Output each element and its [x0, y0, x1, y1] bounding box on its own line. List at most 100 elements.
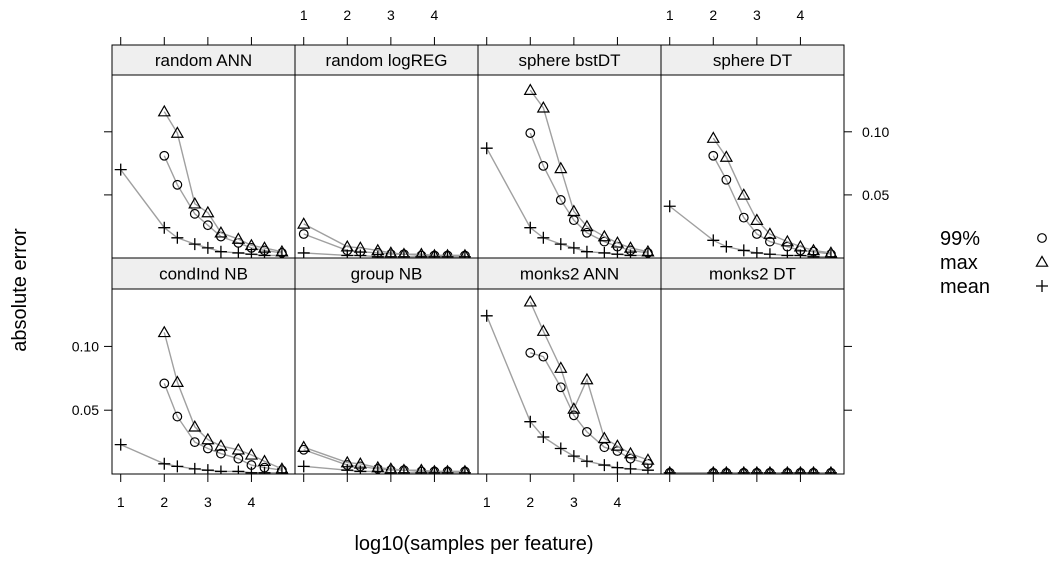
x-tick-label: 2 — [526, 494, 534, 510]
data-point-max — [201, 432, 215, 445]
data-point-mean — [554, 442, 567, 455]
data-point-mean — [663, 200, 676, 213]
data-point-mean — [188, 238, 201, 251]
data-point-max — [737, 188, 751, 200]
series-line-mean — [669, 205, 831, 258]
data-point-max — [719, 150, 733, 162]
panel-plot-area — [297, 217, 471, 258]
data-point-99pct — [708, 150, 719, 161]
data-point-99pct — [159, 150, 170, 161]
data-point-max — [641, 453, 655, 465]
data-point-mean — [794, 466, 807, 474]
data-point-mean — [611, 461, 624, 474]
data-point-max — [750, 213, 764, 225]
data-point-max — [201, 205, 215, 218]
data-point-99pct — [525, 128, 536, 138]
data-point-max — [397, 247, 410, 258]
data-point-mean — [598, 459, 611, 472]
data-point-max — [429, 248, 440, 258]
data-point-mean — [428, 250, 441, 258]
data-point-mean — [214, 465, 227, 474]
y-tick-label: 0.10 — [72, 338, 99, 354]
series-line-max — [303, 446, 465, 473]
data-point-mean — [750, 246, 763, 258]
data-point-99pct — [555, 382, 566, 393]
data-point-max — [429, 464, 440, 474]
panel-title: random logREG — [326, 51, 448, 70]
x-tick-label: 2 — [160, 494, 168, 510]
data-point-max — [442, 248, 453, 258]
data-point-max — [597, 229, 611, 242]
y-axis-label: absolute error — [9, 228, 31, 352]
data-point-mean — [707, 234, 720, 247]
data-point-99pct — [738, 212, 749, 223]
series-line-mean — [120, 444, 282, 474]
panel-strip — [111, 44, 296, 76]
data-point-mean — [171, 460, 184, 473]
data-point-mean — [781, 466, 794, 474]
data-point-mean — [824, 250, 837, 258]
data-point-max — [597, 431, 611, 444]
legend-entry: max — [940, 252, 1049, 274]
panel-plot-area — [663, 131, 838, 258]
data-point-mean — [441, 466, 454, 474]
data-point-max — [188, 419, 202, 432]
plus-symbol — [1036, 280, 1048, 292]
x-axis-ticks: 1 2 3 4 1 2 3 4 1 2 3 4 1 2 3 4 — [117, 7, 805, 510]
data-point-mean — [537, 431, 550, 443]
data-point-max — [580, 372, 594, 385]
panel-title: group NB — [351, 265, 423, 284]
panel-plot-area — [480, 294, 655, 474]
data-point-mean — [763, 248, 776, 258]
x-tick-label: 3 — [753, 7, 761, 23]
panel-title: monks2 DT — [709, 265, 796, 284]
legend-label: 99% — [940, 228, 980, 250]
data-point-max — [415, 247, 428, 258]
data-point-max — [536, 324, 550, 336]
x-tick-label: 2 — [709, 7, 717, 23]
data-point-99pct — [298, 229, 309, 239]
data-point-mean — [611, 248, 624, 258]
data-point-99pct — [721, 174, 732, 185]
data-point-99pct — [538, 351, 549, 362]
circle-symbol — [1037, 233, 1047, 243]
data-point-mean — [245, 248, 258, 258]
data-point-mean — [245, 466, 258, 474]
data-point-max — [257, 454, 272, 467]
panel-strip — [660, 44, 845, 76]
panel-group-nb: group NB — [294, 257, 479, 475]
series-line-max — [163, 332, 283, 470]
data-point-max — [397, 463, 411, 474]
data-point-mean — [707, 466, 720, 474]
panel-strip — [477, 44, 662, 76]
data-point-mean — [441, 250, 454, 258]
panel-random-logreg: random logREG — [294, 44, 479, 259]
data-point-mean — [737, 466, 750, 474]
data-point-99pct — [555, 195, 566, 205]
data-point-99pct — [538, 160, 549, 171]
data-point-mean — [384, 250, 397, 258]
data-point-mean — [114, 438, 127, 451]
data-point-99pct — [582, 227, 592, 238]
data-point-mean — [737, 244, 750, 257]
data-point-99pct — [568, 410, 579, 421]
data-point-mean — [580, 245, 593, 258]
data-point-99pct — [525, 347, 536, 358]
data-point-mean — [458, 250, 471, 258]
data-point-max — [610, 236, 625, 248]
panel-border — [660, 288, 845, 475]
legend-label: mean — [940, 276, 990, 298]
triangle-symbol — [1035, 255, 1049, 267]
data-point-mean — [201, 241, 214, 254]
data-point-mean — [258, 249, 271, 258]
data-point-mean — [384, 466, 397, 474]
x-tick-label: 2 — [343, 7, 351, 23]
data-point-max — [231, 232, 245, 244]
data-point-mean — [794, 249, 807, 258]
data-point-max — [297, 440, 311, 453]
data-point-mean — [641, 464, 654, 474]
y-axis-ticks: 0.05 0.10 0.05 0.10 — [72, 124, 890, 418]
x-axis-label: log10(samples per feature) — [354, 533, 593, 555]
series-line-max — [712, 137, 832, 254]
data-point-max — [415, 463, 428, 474]
